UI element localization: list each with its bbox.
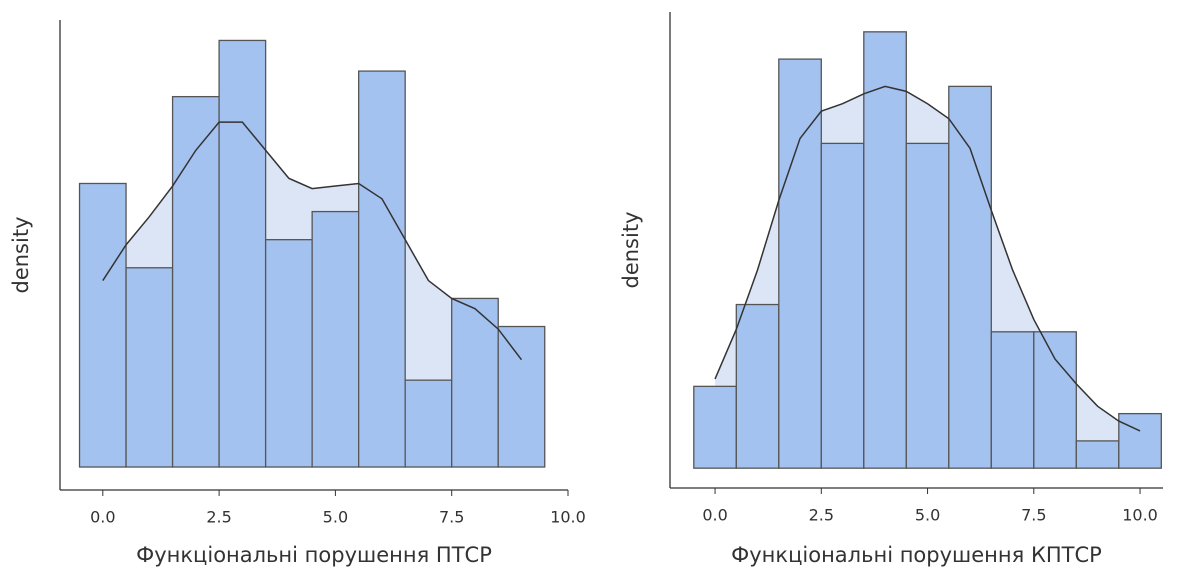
bar <box>125 267 174 468</box>
x-tick-label: 2.5 <box>809 506 834 525</box>
bar <box>311 210 360 468</box>
bar <box>358 70 406 468</box>
x-axis-label: Функціональні порушення ПТСР <box>136 543 492 567</box>
x-tick-label: 7.5 <box>439 508 464 527</box>
bar <box>171 95 220 468</box>
x-tick-label: 5.0 <box>323 508 348 527</box>
kde-line <box>714 85 1141 432</box>
kde-line <box>102 121 523 361</box>
bar <box>264 239 313 468</box>
x-tick-label: 0.0 <box>90 508 115 527</box>
x-tick-label: 0.0 <box>702 506 727 525</box>
bar <box>778 58 822 469</box>
bar <box>78 182 127 468</box>
x-axis-label: Функціональні порушення КПТСР <box>731 543 1102 567</box>
x-tick-label: 10.0 <box>1122 506 1158 525</box>
bar <box>905 142 950 469</box>
bar <box>451 297 499 468</box>
bar <box>948 85 992 469</box>
x-tick-label: 7.5 <box>1021 506 1046 525</box>
y-axis-label: density <box>619 212 643 289</box>
bar <box>404 379 453 468</box>
bar <box>1075 440 1120 469</box>
bar <box>693 385 737 469</box>
bar <box>497 325 546 468</box>
y-axis-label: density <box>9 217 33 294</box>
bar <box>990 331 1035 469</box>
bar <box>820 142 865 469</box>
x-tick-label: 10.0 <box>550 508 586 527</box>
bar <box>1033 331 1077 469</box>
bar <box>863 31 907 469</box>
bar <box>735 303 780 469</box>
bar <box>1118 412 1162 469</box>
bar <box>218 39 267 468</box>
x-tick-label: 2.5 <box>206 508 231 527</box>
x-tick-label: 5.0 <box>915 506 940 525</box>
